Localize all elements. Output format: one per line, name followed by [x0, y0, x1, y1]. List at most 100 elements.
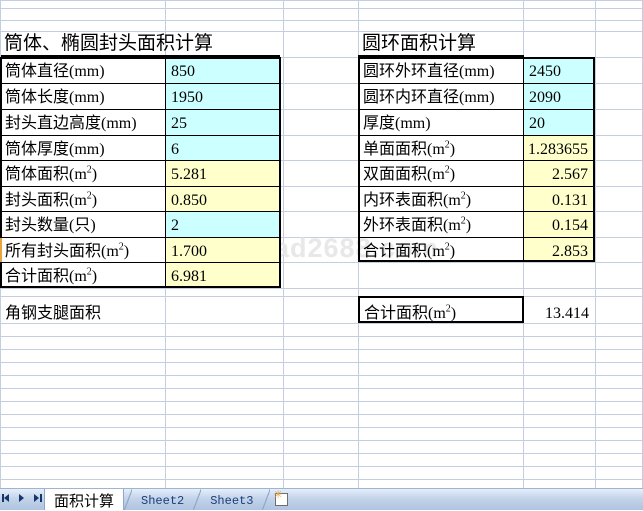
tab-divider — [193, 489, 202, 510]
sheet-tab-label: Sheet2 — [141, 493, 185, 508]
row-label-text: 双面面积(m2) — [363, 164, 456, 183]
left-row-sep — [0, 83, 281, 84]
left-row-sep — [0, 109, 281, 110]
cell-fill[interactable] — [524, 110, 594, 135]
row-label-text: 筒体面积(m2) — [5, 164, 98, 183]
row-value[interactable]: 25 — [171, 115, 187, 132]
tab-divider — [124, 489, 133, 510]
gridline-horizontal — [0, 336, 643, 337]
sheet-tab-bar[interactable]: 面积计算 Sheet2 Sheet3 ✳ — [0, 488, 643, 510]
row-value[interactable]: 6.981 — [171, 268, 207, 285]
cell-fill[interactable] — [524, 84, 594, 109]
cell-fill[interactable] — [166, 84, 280, 109]
row-label: 封头直边高度(mm) — [2, 112, 140, 136]
left-row-sep — [0, 135, 281, 136]
cell-fill[interactable] — [166, 161, 280, 186]
grand-total-value[interactable]: 13.414 — [545, 305, 589, 322]
cell-fill[interactable] — [524, 238, 594, 262]
next-sheet-icon[interactable] — [34, 493, 43, 503]
left-row-sep — [0, 237, 281, 238]
row-value[interactable]: 0.154 — [552, 217, 588, 234]
gridline-horizontal — [0, 453, 643, 454]
gridline-horizontal — [0, 362, 643, 363]
cell-fill[interactable] — [166, 238, 280, 262]
row-label: 筒体直径(mm) — [2, 60, 108, 84]
cell-fill[interactable] — [524, 136, 594, 160]
gridline-horizontal — [0, 296, 643, 297]
right-row-sep — [358, 186, 595, 187]
gridline-horizontal — [0, 20, 643, 21]
gridline-horizontal — [0, 427, 643, 428]
row-value[interactable]: 6 — [171, 141, 179, 158]
cell-fill[interactable] — [524, 161, 594, 186]
row-value[interactable]: 20 — [529, 115, 545, 132]
row-label: 厚度(mm) — [360, 112, 434, 136]
sheet-tab-label: 面积计算 — [54, 494, 115, 510]
row-value[interactable]: 0.850 — [171, 192, 207, 209]
gridline-horizontal — [0, 83, 643, 84]
row-value[interactable]: 2.567 — [552, 166, 588, 183]
cell-fill[interactable] — [166, 187, 280, 211]
gridline-horizontal — [0, 288, 643, 289]
gridline-horizontal — [0, 375, 643, 376]
insert-worksheet-icon[interactable]: ✳ — [270, 489, 292, 510]
gridline-vertical — [595, 0, 596, 488]
grand-total-label: 合计面积(m2) — [361, 302, 459, 326]
cell-fill[interactable] — [166, 212, 280, 237]
row-value[interactable]: 1.283655 — [528, 141, 588, 158]
sheet-navigation-buttons[interactable] — [2, 493, 43, 503]
sheet-tabs[interactable]: 面积计算 Sheet2 Sheet3 ✳ — [44, 489, 292, 510]
row-value[interactable]: 850 — [171, 63, 195, 80]
gridline-horizontal — [0, 440, 643, 441]
angle-steel-label-text: 角钢支腿面积 — [5, 305, 102, 322]
row-value[interactable]: 2450 — [529, 63, 561, 80]
row-label-text: 封头数量(只) — [5, 217, 96, 234]
row-value[interactable]: 1.700 — [171, 243, 207, 260]
row-label: 筒体面积(m2) — [2, 163, 100, 187]
row-value[interactable]: 2090 — [529, 89, 561, 106]
row-value[interactable]: 5.281 — [171, 166, 207, 183]
row-value[interactable]: 2 — [171, 217, 179, 234]
cell-fill[interactable] — [524, 212, 594, 237]
row-label: 单面面积(m2) — [360, 138, 458, 162]
right-row-sep — [358, 160, 595, 161]
cell-fill[interactable] — [524, 58, 594, 83]
row-value[interactable]: 2.853 — [552, 243, 588, 260]
spreadsheet-grid[interactable]: cad2688.com 筒体、椭圆封头面积计算 筒体直径(mm) 筒体长度(mm… — [0, 0, 643, 488]
row-label-text: 外环表面积(m2) — [363, 215, 472, 234]
row-label-text: 合计面积(m2) — [363, 241, 456, 260]
right-row-sep — [358, 83, 595, 84]
row-label: 筒体长度(mm) — [2, 86, 108, 110]
cell-fill[interactable] — [166, 110, 280, 135]
right-table-title: 圆环面积计算 — [362, 33, 477, 54]
gridline-horizontal — [0, 211, 643, 212]
grand-total-label-text: 合计面积(m2) — [364, 303, 457, 322]
gridline-horizontal — [0, 109, 643, 110]
row-label-text: 单面面积(m2) — [363, 139, 456, 158]
row-label-text: 圆环内环直径(mm) — [363, 89, 495, 106]
row-label: 封头数量(只) — [2, 214, 99, 238]
gridline-horizontal — [0, 160, 643, 161]
left-row-sep — [0, 186, 281, 187]
cell-fill[interactable] — [524, 187, 594, 211]
prev-sheet-icon[interactable] — [18, 493, 27, 503]
gridline-horizontal — [0, 479, 643, 480]
row-label: 封头面积(m2) — [2, 189, 100, 213]
row-label: 筒体厚度(mm) — [2, 138, 108, 162]
sheet-tab-sheet2[interactable]: Sheet2 — [132, 489, 193, 510]
sheet-tab-area-calc[interactable]: 面积计算 — [44, 489, 125, 510]
right-row-sep — [358, 109, 595, 110]
left-row-sep — [0, 262, 281, 263]
gridline-horizontal — [0, 466, 643, 467]
cell-fill[interactable] — [166, 58, 280, 83]
gridline-horizontal — [0, 401, 643, 402]
left-title-underline — [1, 55, 280, 57]
sheet-tab-sheet3[interactable]: Sheet3 — [201, 489, 262, 510]
gridline-horizontal — [0, 349, 643, 350]
row-value[interactable]: 1950 — [171, 89, 203, 106]
first-sheet-icon[interactable] — [2, 493, 11, 503]
cell-fill[interactable] — [166, 136, 280, 160]
cell-fill[interactable] — [166, 263, 280, 288]
row-value[interactable]: 0.131 — [552, 192, 588, 209]
gridline-horizontal — [0, 323, 643, 324]
